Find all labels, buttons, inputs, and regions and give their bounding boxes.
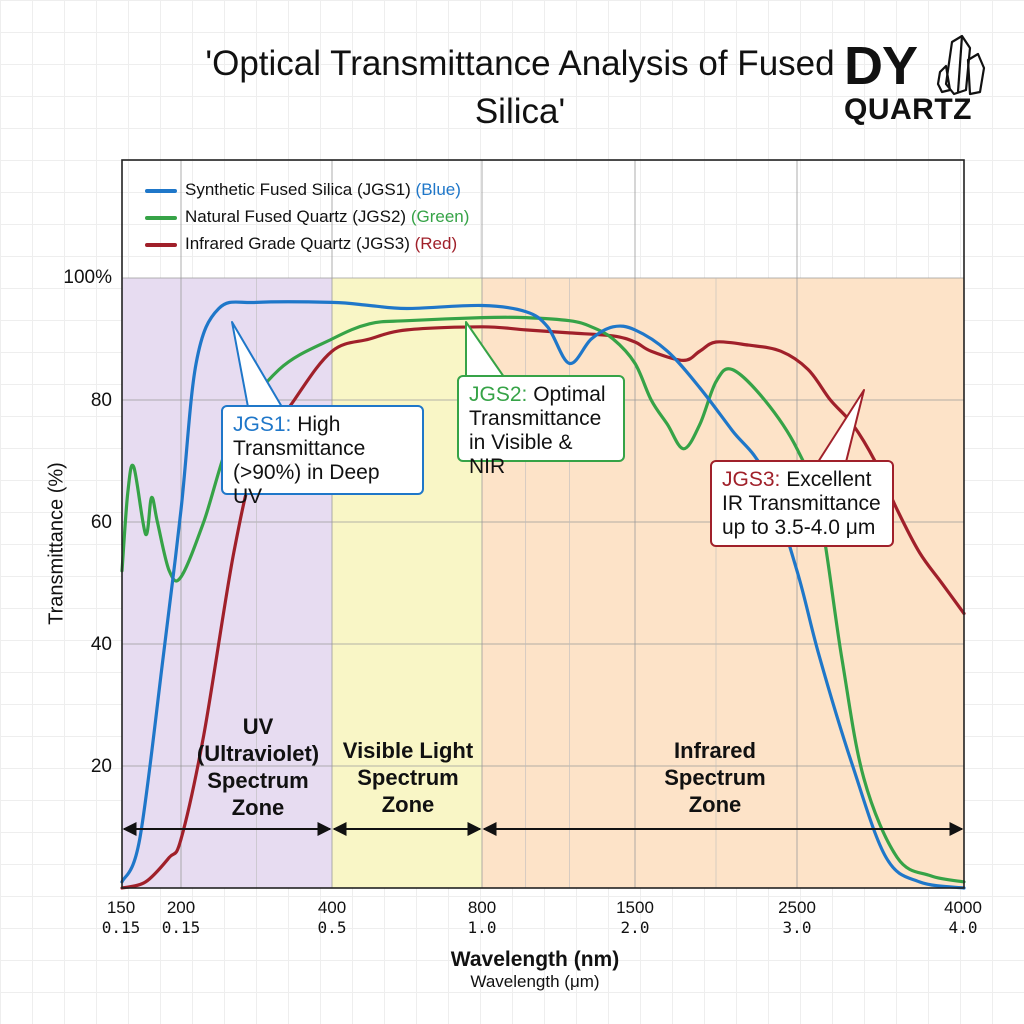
x-tick-label: 4000 4.0 <box>928 898 998 938</box>
y-tick-label: 40 <box>90 634 112 655</box>
spectrum-zones <box>122 278 964 888</box>
zone-label-line: Infrared <box>674 738 756 763</box>
zone-label-visible: Visible Light Spectrum Zone <box>334 737 482 818</box>
x-tick-um: 1.0 <box>467 918 497 937</box>
zone-label-line: UV <box>242 714 274 739</box>
zone-label-line: (Ultraviolet) <box>196 741 320 766</box>
zone-label-line: Visible Light <box>342 738 474 763</box>
legend-label: Natural Fused Quartz (JGS2) <box>185 207 407 226</box>
zone-label-line: Spectrum <box>207 768 309 793</box>
logo-text-dy: DY <box>844 36 918 96</box>
callout-key: JGS1: <box>233 413 292 436</box>
legend-swatch-blue <box>145 188 177 193</box>
x-tick-label: 150 0.15 <box>86 898 156 938</box>
logo-text-quartz: QUARTZ <box>844 93 972 126</box>
page-title: 'Optical Transmittance Analysis of Fused… <box>205 44 835 131</box>
x-tick-label: 1500 2.0 <box>600 898 670 938</box>
callout-jgs1: JGS1: High Transmittance (>90%) in Deep … <box>221 405 424 508</box>
brand-logo: DY QUARTZ <box>842 34 992 130</box>
x-tick-um: 3.0 <box>782 918 812 937</box>
x-tick-label: 800 1.0 <box>447 898 517 938</box>
legend-item-jgs1: Synthetic Fused Silica (JGS1) (Blue) <box>145 180 461 200</box>
x-tick-label: 400 0.5 <box>297 898 367 938</box>
legend-item-jgs3: Infrared Grade Quartz (JGS3) (Red) <box>145 234 457 254</box>
zone-label-line: Zone <box>381 792 435 817</box>
legend-color-word: (Green) <box>410 207 470 226</box>
legend-color-word: (Blue) <box>415 180 461 199</box>
callout-key: JGS2: <box>469 383 528 406</box>
x-axis-label: Wavelength (nm) <box>450 948 620 971</box>
x-tick-label: 200 0.15 <box>146 898 216 938</box>
series-line-jgs1 <box>120 300 966 890</box>
x-tick-um: 2.0 <box>620 918 650 937</box>
legend-swatch-red <box>145 242 177 247</box>
y-tick-label: 100% <box>63 267 112 288</box>
x-tick-nm: 400 <box>317 898 347 917</box>
x-tick-um: 0.15 <box>161 918 201 937</box>
legend-label: Synthetic Fused Silica (JGS1) <box>185 180 411 199</box>
zone-label-line: Spectrum <box>357 765 459 790</box>
callout-text: Excellent IR Transmittance up to 3.5-4.0… <box>722 468 881 539</box>
callout-jgs2: JGS2: Optimal Transmittance in Visible &… <box>457 375 625 478</box>
zone-label-line: Zone <box>231 795 285 820</box>
legend-swatch-green <box>145 215 177 220</box>
zone-label-uv: UV (Ultraviolet) Spectrum Zone <box>178 713 338 821</box>
x-tick-nm: 2500 <box>778 898 816 917</box>
x-tick-nm: 4000 <box>944 898 982 917</box>
x-axis-label-secondary: Wavelength (μm) <box>470 972 600 991</box>
x-tick-um: 4.0 <box>948 918 978 937</box>
x-tick-um: 0.15 <box>101 918 141 937</box>
x-tick-nm: 150 <box>106 898 136 917</box>
callout-key: JGS3: <box>722 468 781 491</box>
y-axis-label: Transmittance (%) <box>45 462 68 625</box>
plot-frame <box>121 159 965 889</box>
zone-label-line: Zone <box>688 792 742 817</box>
y-tick-label: 80 <box>90 390 112 411</box>
zone-label-infrared: Infrared Spectrum Zone <box>630 737 800 818</box>
legend-item-jgs2: Natural Fused Quartz (JGS2) (Green) <box>145 207 469 227</box>
y-tick-label: 60 <box>90 512 112 533</box>
zone-label-line: Spectrum <box>664 765 766 790</box>
callout-pointers <box>231 321 865 463</box>
x-tick-label: 2500 3.0 <box>762 898 832 938</box>
x-tick-um: 0.5 <box>317 918 347 937</box>
x-tick-nm: 1500 <box>616 898 654 917</box>
callout-text: High Transmittance (>90%) in Deep UV <box>233 413 380 508</box>
legend-label: Infrared Grade Quartz (JGS3) <box>185 234 410 253</box>
callout-text: Optimal Transmittance in Visible & NIR <box>469 383 606 478</box>
y-tick-label: 20 <box>90 756 112 777</box>
callout-jgs3: JGS3: Excellent IR Transmittance up to 3… <box>710 460 894 547</box>
crystal-icon <box>936 34 986 96</box>
x-tick-nm: 800 <box>467 898 497 917</box>
x-tick-nm: 200 <box>166 898 196 917</box>
legend-color-word: (Red) <box>414 234 458 253</box>
